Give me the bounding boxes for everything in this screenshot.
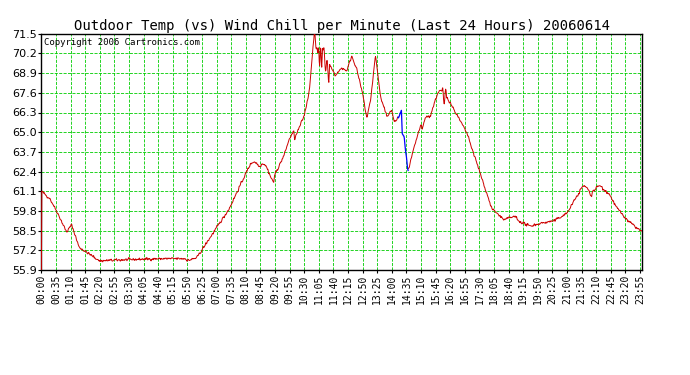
Text: Copyright 2006 Cartronics.com: Copyright 2006 Cartronics.com [44,39,200,48]
Title: Outdoor Temp (vs) Wind Chill per Minute (Last 24 Hours) 20060614: Outdoor Temp (vs) Wind Chill per Minute … [74,19,609,33]
